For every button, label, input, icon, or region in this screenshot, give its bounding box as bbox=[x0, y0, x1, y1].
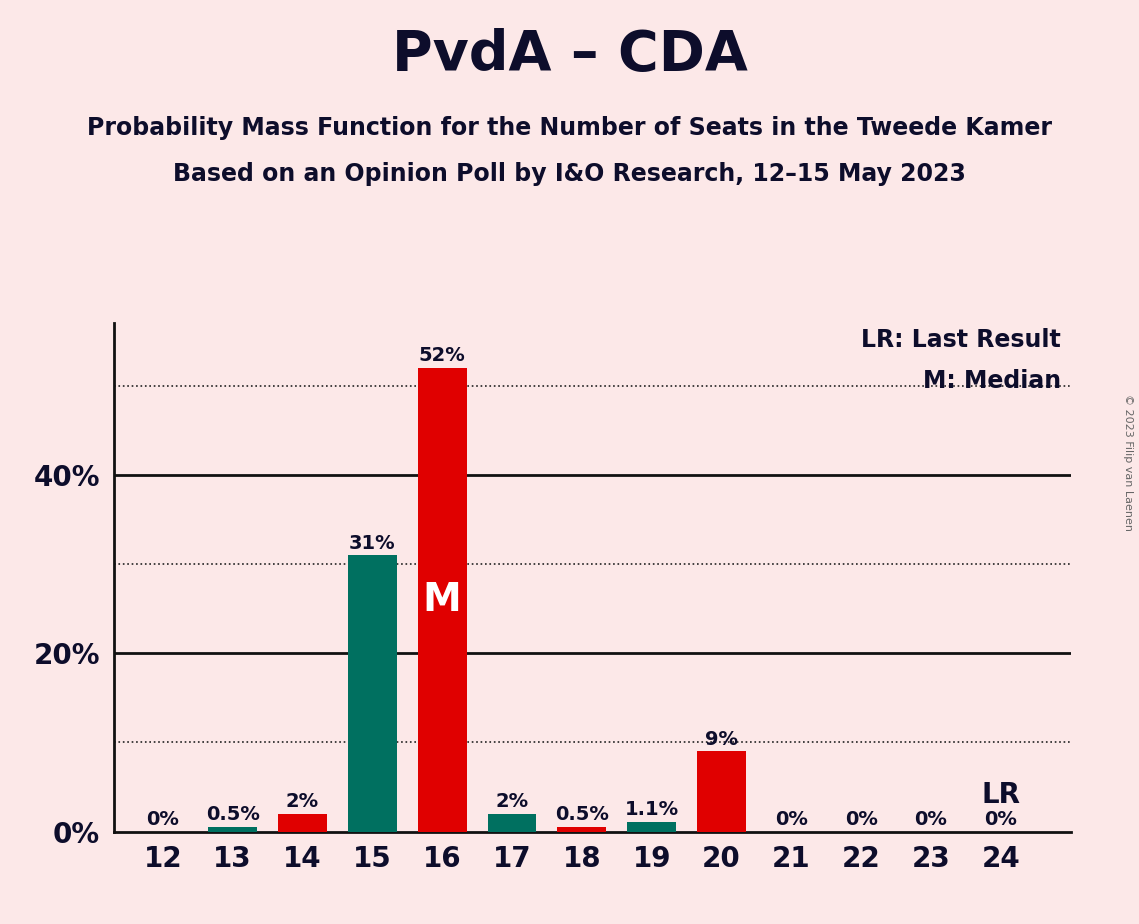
Text: 0%: 0% bbox=[984, 810, 1017, 829]
Text: © 2023 Filip van Laenen: © 2023 Filip van Laenen bbox=[1123, 394, 1133, 530]
Bar bbox=[628, 821, 677, 832]
Text: M: Median: M: Median bbox=[923, 369, 1062, 393]
Text: 1.1%: 1.1% bbox=[624, 800, 679, 819]
Text: PvdA – CDA: PvdA – CDA bbox=[392, 28, 747, 81]
Text: 2%: 2% bbox=[286, 792, 319, 811]
Bar bbox=[278, 814, 327, 832]
Text: 0%: 0% bbox=[775, 810, 808, 829]
Text: 0.5%: 0.5% bbox=[555, 806, 608, 824]
Bar bbox=[347, 555, 396, 832]
Text: 0.5%: 0.5% bbox=[206, 806, 260, 824]
Bar bbox=[697, 751, 746, 832]
Text: M: M bbox=[423, 581, 461, 619]
Text: 52%: 52% bbox=[419, 346, 466, 365]
Text: LR: LR bbox=[982, 782, 1021, 809]
Text: 31%: 31% bbox=[349, 533, 395, 553]
Text: Based on an Opinion Poll by I&O Research, 12–15 May 2023: Based on an Opinion Poll by I&O Research… bbox=[173, 162, 966, 186]
Text: 0%: 0% bbox=[146, 810, 179, 829]
Text: 9%: 9% bbox=[705, 730, 738, 748]
Bar bbox=[208, 827, 257, 832]
Text: LR: Last Result: LR: Last Result bbox=[861, 328, 1062, 352]
Bar bbox=[418, 368, 467, 832]
Text: 0%: 0% bbox=[845, 810, 877, 829]
Text: 2%: 2% bbox=[495, 792, 528, 811]
Bar bbox=[557, 827, 606, 832]
Text: Probability Mass Function for the Number of Seats in the Tweede Kamer: Probability Mass Function for the Number… bbox=[87, 116, 1052, 140]
Bar bbox=[487, 814, 536, 832]
Text: 0%: 0% bbox=[915, 810, 948, 829]
